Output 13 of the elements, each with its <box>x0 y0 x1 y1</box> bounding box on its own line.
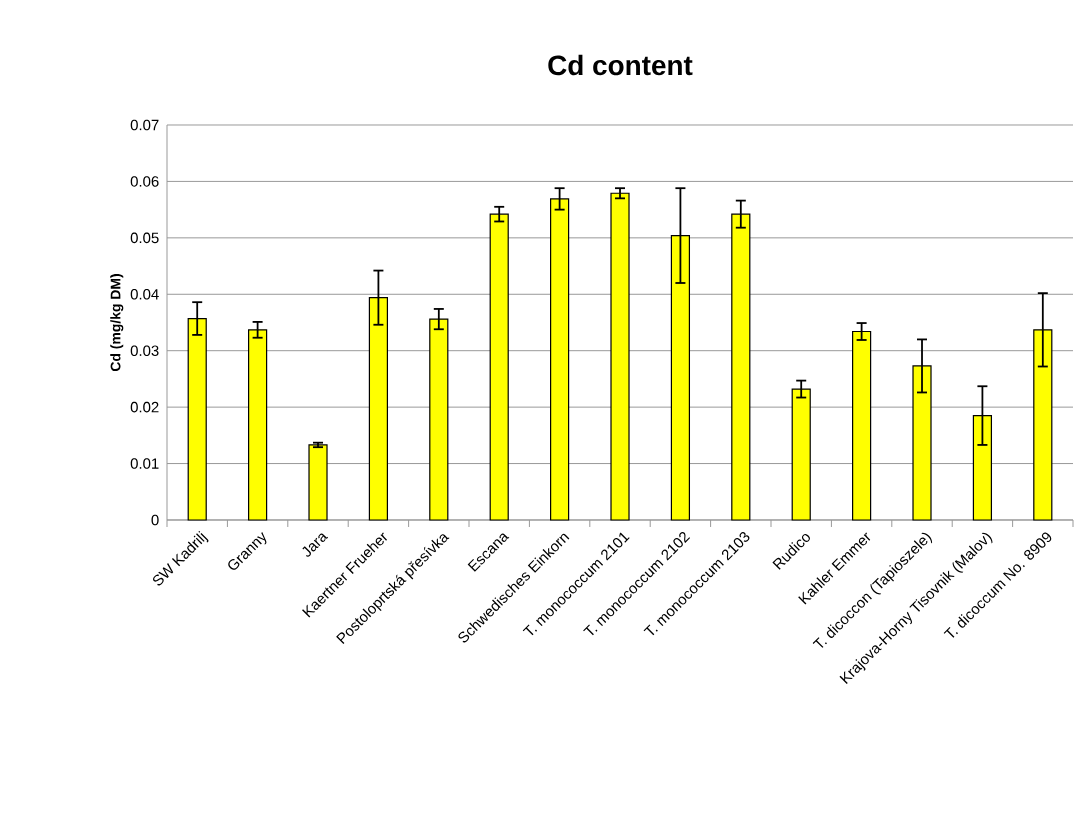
x-tick-label: Jara <box>302 533 329 557</box>
y-tick-label: 0 <box>151 514 159 526</box>
y-tick-label: 0.01 <box>130 458 159 469</box>
y-tick-label: 0.05 <box>130 232 159 244</box>
y-axis-title: Cd (mg/kg DM) <box>110 273 124 372</box>
y-tick-label: 0.06 <box>130 176 159 187</box>
y-tick-label: 0.03 <box>130 345 159 356</box>
chart-title: Cd content <box>548 54 693 76</box>
y-tick-label: 0.07 <box>130 119 159 131</box>
y-tick-label: 0.04 <box>130 288 159 300</box>
bar <box>308 444 328 521</box>
y-tick-label: 0.02 <box>130 401 159 413</box>
bar <box>610 192 630 521</box>
